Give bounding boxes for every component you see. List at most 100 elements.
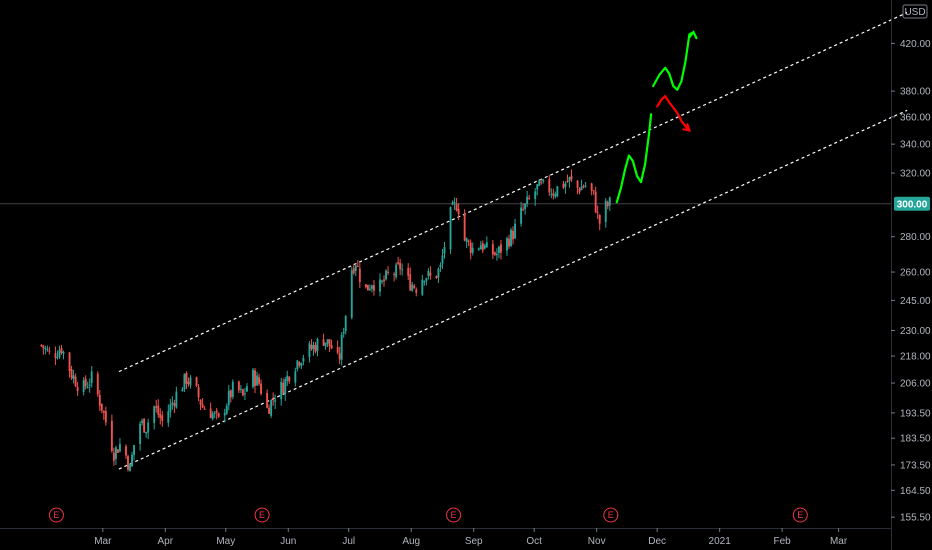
candle-body bbox=[493, 252, 496, 255]
candle-body bbox=[141, 420, 144, 424]
candle-body bbox=[42, 345, 45, 349]
candle-body bbox=[227, 390, 230, 406]
price-axis[interactable]: 420.00 380.00 360.00 340.00 320.00 280.00 260.… bbox=[891, 39, 931, 524]
candle-body bbox=[576, 180, 579, 188]
y-tick-label: 206.00 bbox=[900, 379, 931, 390]
candle-body bbox=[112, 452, 115, 461]
candle-body bbox=[469, 242, 472, 253]
earnings-label: E bbox=[451, 510, 457, 520]
candle-body bbox=[308, 343, 311, 358]
candle-body bbox=[485, 242, 488, 248]
candle-body bbox=[427, 271, 430, 276]
candle-body bbox=[548, 179, 551, 193]
candle-body bbox=[524, 203, 527, 209]
candle-body bbox=[252, 369, 254, 387]
candle-body bbox=[173, 403, 176, 406]
candle-body bbox=[497, 246, 500, 253]
candle-body bbox=[157, 405, 160, 415]
time-axis[interactable]: Mar Apr May Jun Jul Aug Sep Oct Nov Dec 2021 Feb Mar bbox=[94, 528, 848, 547]
candle-body bbox=[578, 188, 581, 193]
candle-body bbox=[217, 413, 220, 417]
candle-body bbox=[183, 373, 186, 390]
candle-body bbox=[167, 411, 170, 423]
candle-body bbox=[159, 413, 162, 418]
candle-body bbox=[256, 375, 258, 386]
candle-body bbox=[350, 270, 353, 318]
y-tick-label: 280.00 bbox=[900, 232, 931, 243]
candle-body bbox=[161, 415, 164, 421]
candle-body bbox=[364, 284, 367, 288]
candle-body bbox=[90, 371, 93, 383]
last-price-label: 300.00 bbox=[897, 199, 928, 210]
candle-body bbox=[385, 270, 387, 280]
candle-body bbox=[423, 281, 426, 283]
candle-body bbox=[415, 289, 418, 293]
forecast-path-1[interactable] bbox=[615, 113, 653, 204]
candle-body bbox=[322, 339, 325, 346]
candle-body bbox=[58, 350, 61, 357]
candle-body bbox=[556, 186, 559, 196]
candle-body bbox=[280, 381, 283, 400]
candle-body bbox=[225, 405, 228, 414]
channel-line-1[interactable] bbox=[118, 12, 908, 373]
candle-body bbox=[453, 202, 456, 204]
candle-body bbox=[383, 279, 385, 282]
candle-body bbox=[268, 407, 271, 414]
candle-body bbox=[328, 339, 331, 347]
candle-body bbox=[272, 399, 275, 401]
earnings-marker[interactable]: E bbox=[792, 507, 808, 523]
candle-body bbox=[366, 284, 369, 291]
last-price-tag: 300.00 bbox=[894, 196, 930, 211]
candle-body bbox=[580, 186, 583, 191]
candle-body bbox=[324, 342, 327, 347]
candle-body bbox=[457, 208, 460, 215]
x-tick-label: 2021 bbox=[709, 536, 732, 547]
candle-body bbox=[538, 179, 541, 186]
y-tick-label: 420.00 bbox=[900, 39, 931, 50]
candle-body bbox=[145, 431, 148, 434]
candle-body bbox=[395, 264, 398, 278]
x-tick-label: Feb bbox=[774, 536, 792, 547]
candle-body bbox=[409, 274, 412, 291]
earnings-marker[interactable]: E bbox=[603, 507, 619, 523]
candle-body bbox=[254, 370, 256, 386]
candle-body bbox=[245, 386, 248, 392]
forecast-path-2[interactable] bbox=[651, 31, 695, 91]
y-tick-label: 260.00 bbox=[900, 268, 931, 279]
candle-body bbox=[155, 406, 158, 408]
earnings-marker[interactable]: E bbox=[446, 507, 462, 523]
x-tick-label: Jun bbox=[280, 536, 296, 547]
candle-body bbox=[584, 185, 587, 187]
earnings-circle bbox=[792, 507, 808, 523]
earnings-marker[interactable]: E bbox=[254, 507, 270, 523]
candle-body bbox=[286, 375, 289, 381]
earnings-label: E bbox=[259, 510, 265, 520]
candle-body bbox=[421, 279, 424, 295]
candle-body bbox=[282, 382, 285, 394]
candle-body bbox=[211, 413, 214, 419]
candle-body bbox=[197, 387, 200, 398]
forecast-path-3[interactable] bbox=[656, 94, 691, 132]
candle-body bbox=[189, 377, 192, 386]
candle-body bbox=[131, 454, 133, 467]
earnings-label: E bbox=[797, 510, 803, 520]
earnings-circle bbox=[254, 507, 270, 523]
candle-body bbox=[564, 183, 567, 187]
candle-body bbox=[439, 264, 442, 268]
candle-body bbox=[401, 269, 404, 271]
candle-body bbox=[147, 422, 150, 433]
earnings-marker[interactable]: E bbox=[48, 507, 64, 523]
y-tick-label: 380.00 bbox=[900, 87, 931, 98]
candle-body bbox=[512, 230, 514, 240]
candle-body bbox=[425, 278, 428, 282]
candle-body bbox=[542, 179, 545, 182]
currency-badge[interactable]: USD bbox=[902, 4, 928, 19]
channel-line-2[interactable] bbox=[118, 109, 908, 470]
candle-body bbox=[100, 403, 103, 411]
candle-body bbox=[96, 373, 99, 395]
candle-body bbox=[479, 245, 482, 250]
candle-body bbox=[82, 380, 85, 392]
